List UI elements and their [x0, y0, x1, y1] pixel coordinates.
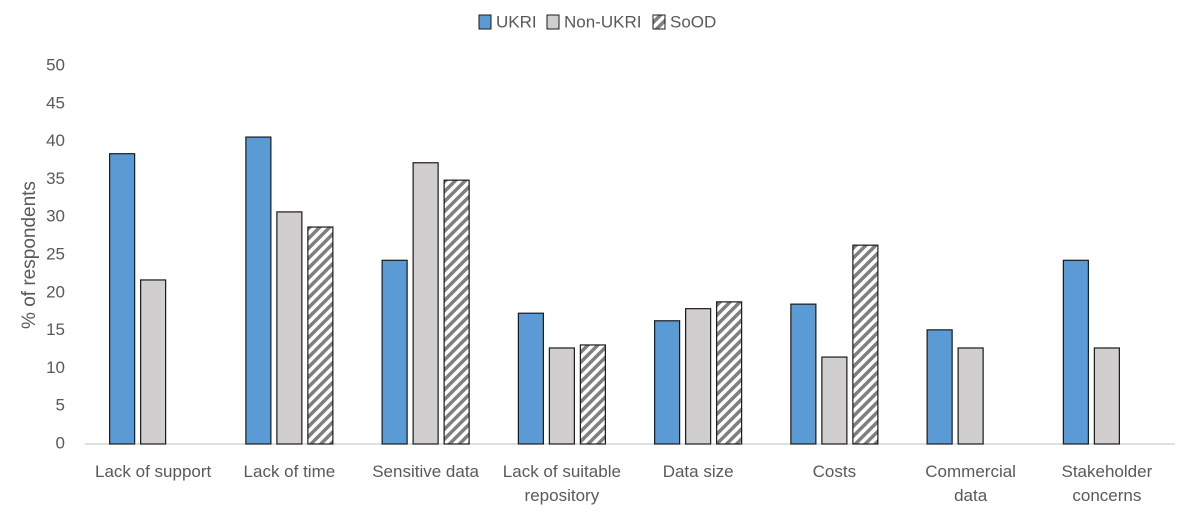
legend-swatch: [546, 14, 560, 30]
bar: [140, 279, 167, 445]
y-tick-label: 40: [46, 131, 65, 150]
y-tick-label: 15: [46, 320, 65, 339]
bar: [276, 211, 303, 445]
legend-label: SoOD: [670, 12, 716, 31]
legend-label: UKRI: [496, 12, 537, 31]
bar: [1093, 347, 1120, 445]
y-tick-label: 10: [46, 358, 65, 377]
bar: [957, 347, 984, 445]
bar: [548, 347, 575, 445]
bar: [716, 301, 743, 445]
y-axis-label: % of respondents: [19, 181, 40, 329]
bar: [307, 226, 334, 445]
x-tick-label: Lack of suitable repository: [503, 462, 621, 505]
legend-label: Non-UKRI: [564, 12, 641, 31]
bar: [443, 179, 470, 445]
x-tick-label: Commercial data: [925, 462, 1016, 505]
legend-swatch: [478, 14, 492, 30]
x-tick-label: Sensitive data: [372, 462, 479, 481]
bar: [852, 244, 879, 445]
x-tick-label: Lack of support: [95, 462, 212, 481]
bar: [654, 320, 681, 445]
y-tick-label: 20: [46, 282, 65, 301]
y-tick-label: 45: [46, 93, 65, 112]
y-tick-label: 50: [46, 55, 65, 74]
x-tick-label: Costs: [813, 462, 856, 481]
bar: [245, 136, 272, 445]
bar: [109, 153, 136, 445]
y-tick-label: 25: [46, 244, 65, 263]
legend-swatch: [652, 14, 666, 30]
y-tick-label: 35: [46, 169, 65, 188]
bar: [926, 329, 953, 445]
y-tick-label: 30: [46, 207, 65, 226]
bar: [579, 344, 606, 445]
bar: [685, 308, 712, 445]
bar: [790, 303, 817, 445]
y-tick-label: 0: [56, 433, 65, 452]
x-tick-label: Stakeholder concerns: [1062, 462, 1153, 505]
bar: [412, 162, 439, 445]
bar: [381, 259, 408, 445]
bar: [1062, 259, 1089, 445]
x-tick-label: Data size: [663, 462, 734, 481]
x-tick-label: Lack of time: [244, 462, 336, 481]
bar: [517, 312, 544, 445]
bar: [821, 356, 848, 445]
y-tick-label: 5: [56, 396, 65, 415]
